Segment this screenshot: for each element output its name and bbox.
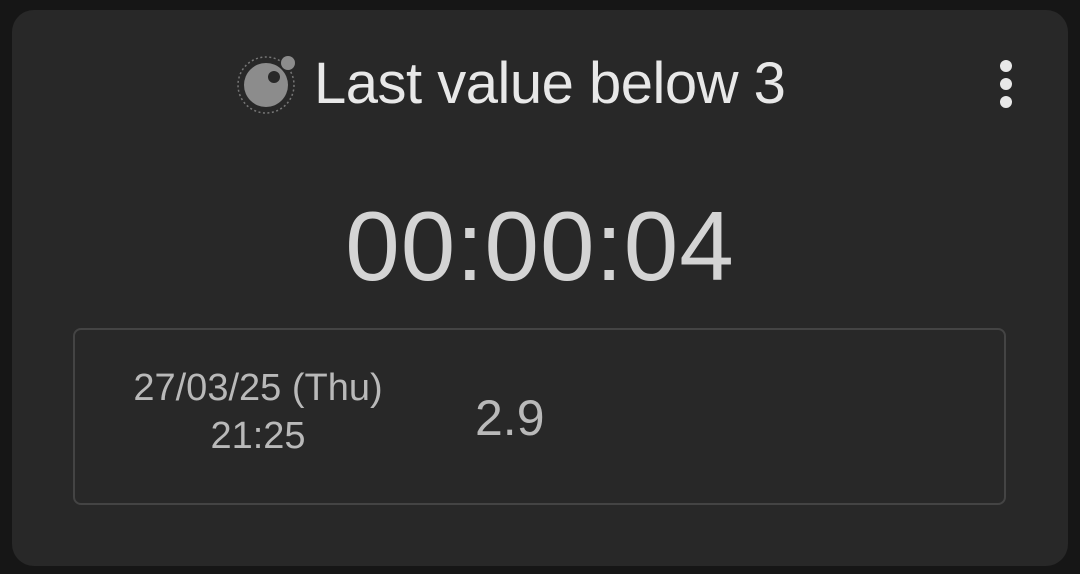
more-vertical-icon [1000, 60, 1012, 108]
card-title: Last value below 3 [314, 51, 786, 116]
entry-date: 27/03/25 (Thu) [133, 367, 383, 409]
entry-time: 21:25 [210, 415, 306, 457]
node-logo-icon [237, 56, 295, 114]
last-entry-box: 27/03/25 (Thu) 21:25 2.9 [73, 328, 1006, 505]
card-menu-button[interactable] [994, 52, 1018, 116]
entry-value: 2.9 [475, 390, 545, 446]
status-card: Last value below 3 00:00:04 27/03/25 (Th… [12, 10, 1068, 566]
title-group: Last value below 3 [236, 51, 786, 116]
card-header: Last value below 3 [12, 52, 1068, 116]
entry-timestamp: 27/03/25 (Thu) 21:25 [103, 364, 413, 460]
elapsed-time-counter: 00:00:04 [345, 191, 735, 301]
